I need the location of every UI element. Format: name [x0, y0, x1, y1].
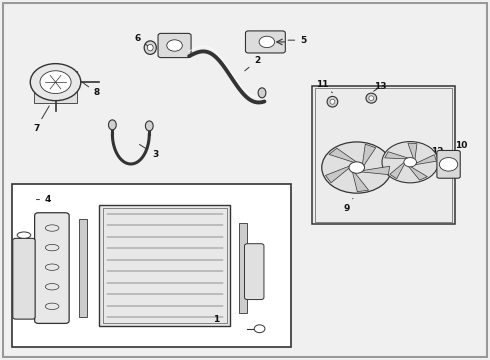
Bar — [312, 86, 455, 225]
Circle shape — [382, 141, 439, 183]
Circle shape — [40, 71, 71, 94]
FancyBboxPatch shape — [437, 150, 460, 178]
FancyBboxPatch shape — [158, 33, 191, 58]
Bar — [99, 205, 230, 326]
Text: 5: 5 — [288, 36, 306, 45]
Text: 11: 11 — [317, 80, 332, 93]
Ellipse shape — [17, 232, 31, 238]
Bar — [12, 184, 291, 347]
Circle shape — [322, 142, 392, 193]
Circle shape — [440, 158, 458, 171]
Ellipse shape — [366, 93, 377, 103]
Text: 8: 8 — [82, 82, 100, 97]
Polygon shape — [329, 148, 359, 163]
Ellipse shape — [369, 96, 374, 100]
Polygon shape — [352, 170, 368, 192]
FancyBboxPatch shape — [245, 31, 285, 53]
Text: 6: 6 — [134, 34, 148, 46]
Polygon shape — [359, 166, 390, 175]
Circle shape — [167, 40, 182, 51]
Polygon shape — [390, 161, 406, 179]
FancyBboxPatch shape — [245, 244, 264, 300]
Text: 3: 3 — [140, 144, 158, 159]
FancyBboxPatch shape — [13, 238, 35, 319]
Text: 13: 13 — [373, 82, 386, 91]
Ellipse shape — [327, 96, 338, 107]
Ellipse shape — [146, 121, 153, 131]
Ellipse shape — [144, 41, 156, 54]
Circle shape — [30, 64, 81, 101]
Text: 9: 9 — [344, 198, 353, 213]
Text: 1: 1 — [213, 315, 219, 324]
Ellipse shape — [108, 120, 116, 130]
Text: 12: 12 — [425, 147, 443, 157]
Circle shape — [259, 36, 274, 48]
Ellipse shape — [258, 88, 266, 98]
Bar — [103, 208, 226, 323]
Polygon shape — [385, 152, 410, 159]
Bar — [316, 88, 452, 222]
Polygon shape — [408, 165, 427, 180]
Circle shape — [404, 158, 416, 167]
Text: 7: 7 — [33, 106, 49, 133]
Polygon shape — [408, 143, 417, 161]
FancyBboxPatch shape — [35, 213, 69, 323]
Circle shape — [254, 325, 265, 333]
Bar — [79, 219, 87, 317]
Polygon shape — [325, 165, 352, 183]
Bar — [34, 72, 77, 103]
Circle shape — [349, 162, 365, 173]
Polygon shape — [362, 144, 376, 167]
Text: 4: 4 — [36, 195, 51, 204]
Text: 2: 2 — [245, 56, 260, 71]
Ellipse shape — [147, 44, 153, 51]
Text: 10: 10 — [448, 141, 467, 152]
Bar — [239, 223, 247, 314]
Ellipse shape — [330, 99, 335, 104]
Polygon shape — [413, 155, 437, 165]
